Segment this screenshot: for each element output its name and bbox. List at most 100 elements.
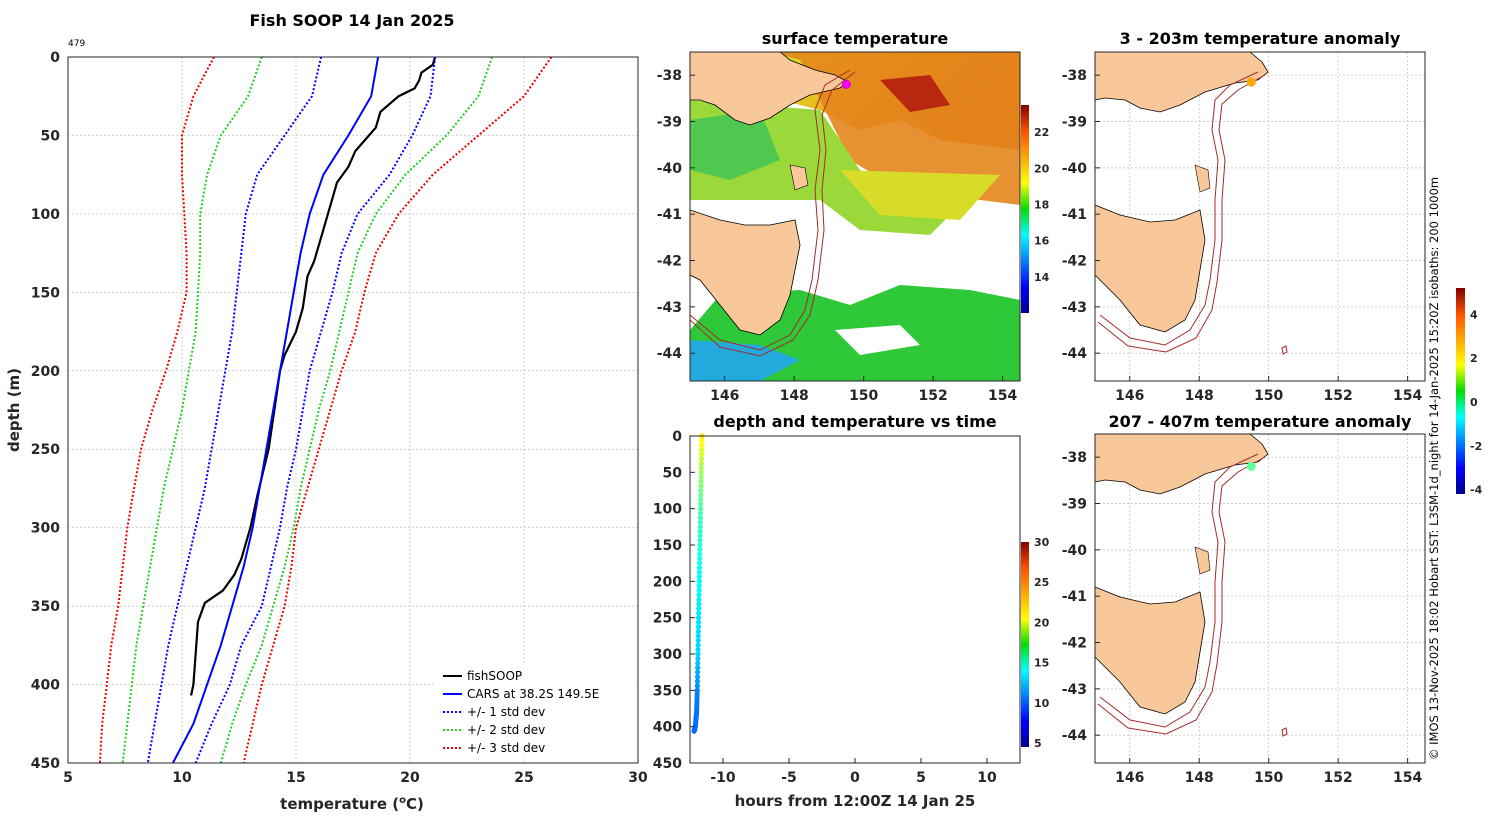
sst-title: surface temperature — [762, 29, 949, 48]
y-tick-label: 400 — [653, 720, 682, 736]
time-axes-frame — [689, 435, 1021, 764]
y-tick-label: 350 — [31, 599, 60, 615]
legend-label-std1: +/- 1 std dev — [467, 705, 545, 719]
lat-tick-label: -39 — [657, 115, 682, 131]
isobath-200m — [690, 69, 851, 351]
data-point — [696, 560, 703, 566]
y-tick-label: 450 — [653, 756, 682, 772]
y-tick-label: 50 — [663, 465, 683, 481]
data-point — [698, 474, 704, 480]
series-line-fish — [190, 56, 437, 696]
x-tick-label: 25 — [514, 770, 533, 786]
sst-hot-eddy — [880, 75, 950, 112]
series-line-cars — [172, 56, 380, 764]
profile-title: Fish SOOP 14 Jan 2025 — [250, 11, 455, 30]
data-point — [697, 556, 703, 562]
data-point — [694, 678, 701, 684]
data-point — [697, 524, 703, 530]
anomaly-map-frame — [1094, 433, 1426, 764]
x-label-unit: C) — [406, 795, 424, 813]
data-point — [696, 610, 702, 616]
data-point — [698, 483, 704, 489]
lon-tick-label: 150 — [1254, 770, 1283, 786]
y-tick-label: 150 — [31, 285, 60, 301]
flinders-island — [1194, 164, 1211, 193]
data-point — [696, 565, 703, 571]
x-tick-label: -10 — [710, 770, 736, 786]
data-point — [695, 637, 701, 643]
data-point — [698, 492, 704, 498]
profile-y-axis-label: depth (m) — [5, 368, 23, 452]
data-point — [698, 478, 704, 485]
sst-colorbar-label: 16 — [1034, 235, 1050, 248]
isobath-1000m — [1097, 74, 1266, 353]
lon-tick-label: 146 — [1115, 388, 1144, 404]
mainland-australia — [690, 52, 849, 126]
sst-mid-yellow — [840, 170, 1000, 220]
lon-tick-label: 146 — [710, 388, 739, 404]
tasmania — [690, 209, 801, 336]
anomaly-map-ticks: 146 148 150 152 154 -38 -39 -40 -41 -42 -43 -44 — [1062, 68, 1423, 404]
x-tick-label: 10 — [977, 770, 997, 786]
y-tick-label: 0 — [50, 50, 60, 66]
x-tick-label: 10 — [172, 770, 192, 786]
time-colorbar-label: 10 — [1034, 697, 1050, 710]
data-point — [698, 496, 704, 503]
anomaly-shallow-panel: 3 - 203m temperature anomaly 146 148 150 15… — [1062, 29, 1426, 404]
time-colorbar-label: 5 — [1034, 737, 1042, 750]
data-point — [695, 660, 701, 666]
legend-label-std3: +/- 3 std dev — [467, 741, 545, 755]
lat-tick-label: -38 — [1062, 450, 1087, 466]
anomaly-colorbar-label: -2 — [1470, 440, 1482, 453]
lat-tick-label: -39 — [1062, 497, 1087, 513]
lat-tick-label: -43 — [657, 300, 682, 316]
anomaly-colorbar-label: -4 — [1470, 484, 1483, 497]
x-tick-label: 0 — [850, 770, 860, 786]
y-tick-label: 50 — [41, 128, 61, 144]
y-tick-label: 300 — [653, 647, 682, 663]
time-colorbar — [1021, 542, 1029, 747]
time-x-axis-label: hours from 12:00Z 14 Jan 25 — [735, 792, 976, 810]
data-point — [695, 642, 701, 648]
sst-map-panel: surface temperature 146 148 150 152 154 -38 -3… — [657, 29, 1050, 404]
y-tick-label: 250 — [653, 611, 682, 627]
data-point — [694, 683, 700, 689]
y-tick-label: 200 — [653, 574, 682, 590]
data-point — [695, 665, 701, 671]
series-line-std2 — [219, 56, 494, 764]
y-tick-label: 400 — [31, 678, 60, 694]
lat-tick-label: -44 — [657, 346, 683, 362]
series-line-std1 — [194, 56, 437, 764]
time-colorbar-label: 25 — [1034, 576, 1049, 589]
profile-x-axis-label: temperature (oC) — [280, 795, 424, 813]
lat-tick-label: -39 — [1062, 115, 1087, 131]
data-point — [695, 633, 701, 639]
data-point — [694, 674, 701, 680]
anomaly-map-grid — [1095, 434, 1425, 763]
data-point — [697, 515, 703, 521]
sst-warm-core — [770, 52, 1020, 205]
lat-tick-label: -44 — [1062, 346, 1088, 362]
data-point — [698, 469, 704, 475]
sst-cloud-gap — [835, 325, 920, 355]
credit-text: © IMOS 13-Nov-2025 18:02 Hobart SST: L3S… — [1427, 177, 1441, 760]
lat-tick-label: -41 — [1062, 207, 1087, 223]
sst-axes-frame — [689, 51, 1021, 382]
data-point — [696, 583, 702, 589]
x-label-text: temperature ( — [280, 795, 399, 813]
sst-colorbar-label: 18 — [1034, 198, 1049, 211]
anomaly-map-frame — [1094, 51, 1426, 382]
x-tick-label: 5 — [916, 770, 926, 786]
y-tick-label: 150 — [653, 538, 682, 554]
data-point — [694, 669, 701, 675]
lon-tick-label: 148 — [1185, 388, 1214, 404]
cast-anomaly-marker — [1246, 77, 1256, 87]
lon-tick-label: 152 — [1324, 388, 1353, 404]
isobath-seamount — [1281, 345, 1288, 355]
flinders-island — [789, 164, 809, 191]
anomaly-colorbar-label: 0 — [1470, 396, 1478, 409]
time-colorbar-label: 15 — [1034, 657, 1049, 670]
data-point — [698, 465, 704, 471]
y-tick-label: 100 — [653, 502, 682, 518]
